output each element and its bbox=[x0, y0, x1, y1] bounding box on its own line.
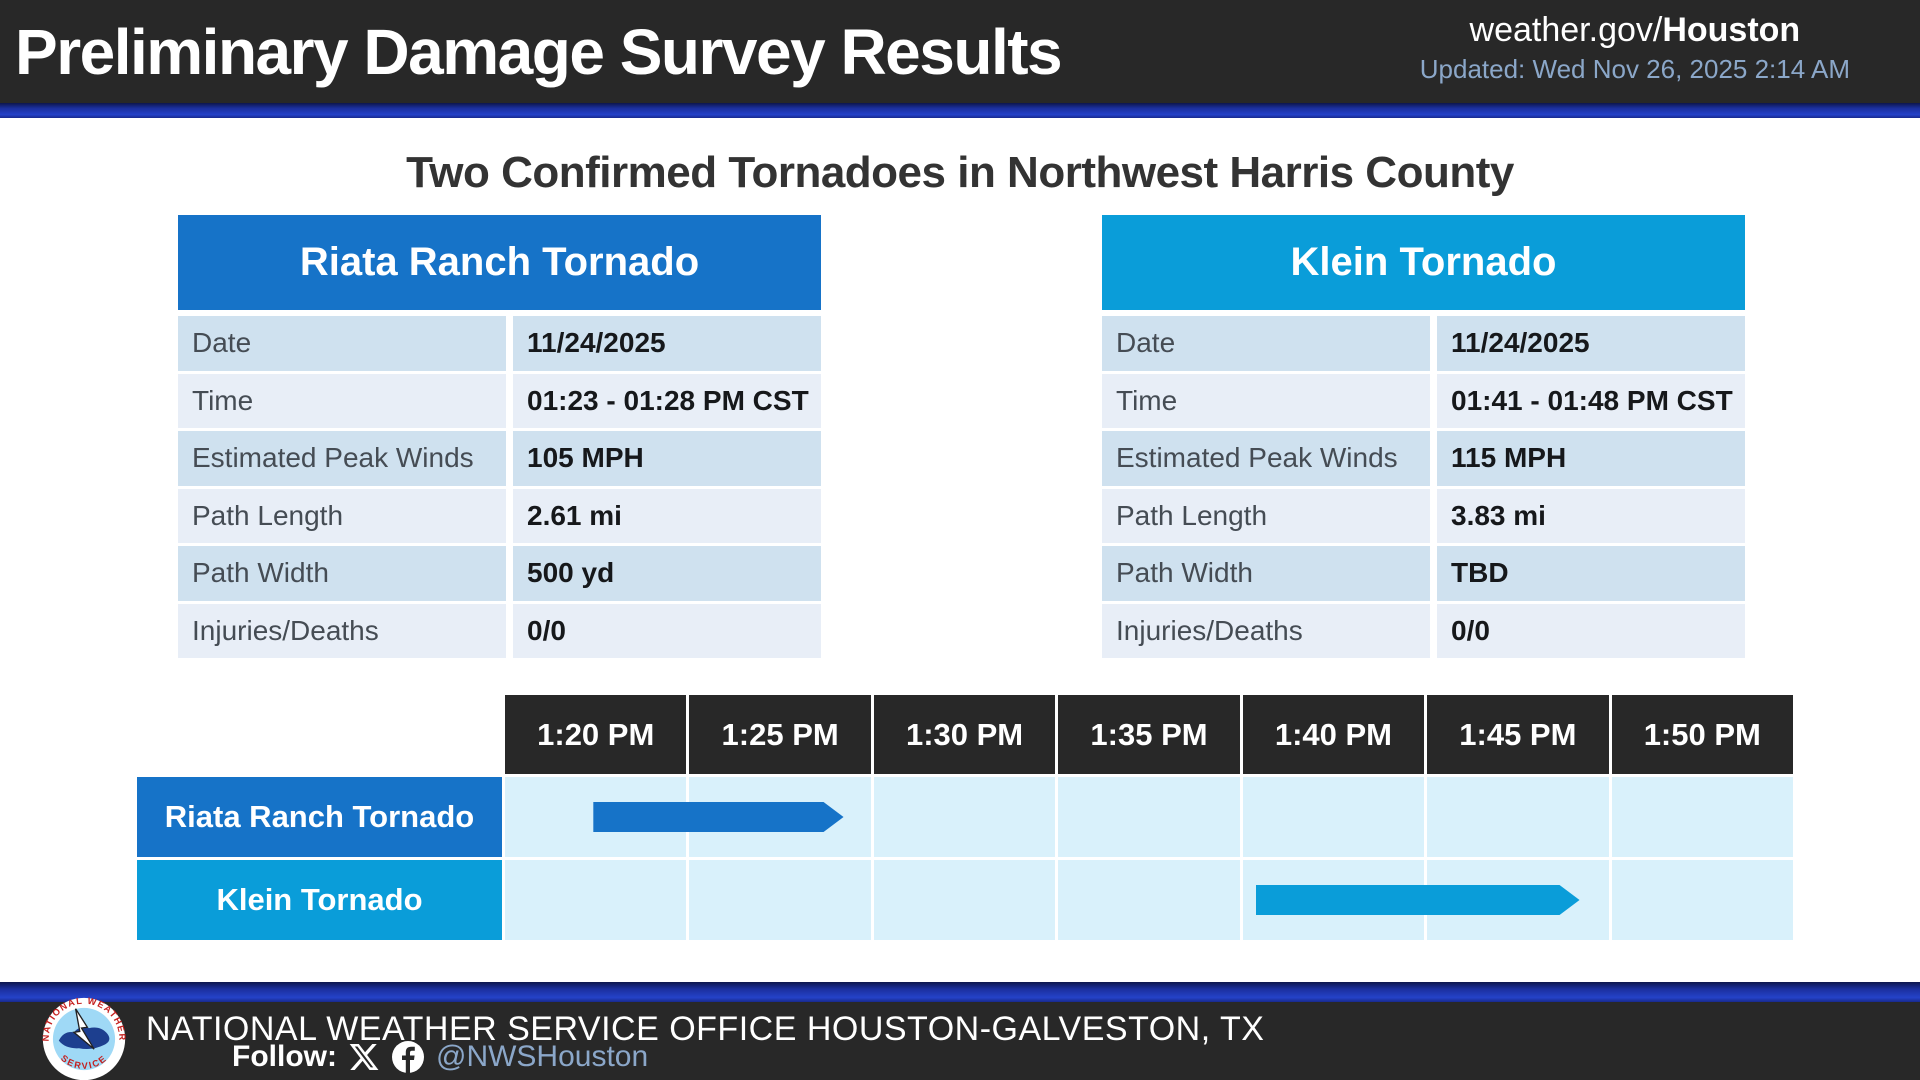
footer-bar bbox=[0, 1002, 1920, 1080]
row-label: Path Width bbox=[178, 546, 506, 601]
time-tick: 1:45 PM bbox=[1427, 695, 1609, 774]
row-label: Time bbox=[1102, 373, 1430, 428]
follow-label: Follow: bbox=[232, 1040, 337, 1073]
row-value: 11/24/2025 bbox=[513, 316, 821, 371]
footer-divider-bar bbox=[0, 982, 1920, 1002]
klein-table-title: Klein Tornado bbox=[1102, 215, 1745, 310]
time-tick: 1:30 PM bbox=[873, 695, 1056, 774]
section-heading: Two Confirmed Tornadoes in Northwest Har… bbox=[406, 148, 1514, 197]
row-label: Date bbox=[1102, 316, 1430, 371]
social-handle-link[interactable]: @NWSHouston bbox=[435, 1040, 649, 1073]
riata-table-title: Riata Ranch Tornado bbox=[178, 215, 821, 310]
x-icon[interactable] bbox=[348, 1041, 380, 1073]
row-label: Path Length bbox=[1102, 488, 1430, 543]
grid-cell bbox=[689, 860, 871, 940]
row-value: 3.83 mi bbox=[1437, 488, 1745, 543]
table-row: Injuries/Deaths 0/0 bbox=[1102, 603, 1745, 658]
timeline-row-label-riata: Riata Ranch Tornado bbox=[137, 777, 502, 857]
row-value: 0/0 bbox=[513, 603, 821, 658]
grid-cell bbox=[1611, 860, 1793, 940]
site-url-office: Houston bbox=[1662, 11, 1801, 49]
time-tick: 1:25 PM bbox=[689, 695, 871, 774]
timeline-row-riata bbox=[505, 777, 1793, 857]
table-row: Estimated Peak Winds 105 MPH bbox=[178, 431, 821, 486]
facebook-icon[interactable] bbox=[391, 1040, 425, 1074]
row-label: Estimated Peak Winds bbox=[1102, 431, 1430, 486]
row-label: Time bbox=[178, 373, 506, 428]
table-row: Estimated Peak Winds 115 MPH bbox=[1102, 431, 1745, 486]
site-url: weather.gov/Houston bbox=[1420, 8, 1850, 52]
row-value: 01:23 - 01:28 PM CST bbox=[513, 373, 821, 428]
table-row: Date 11/24/2025 bbox=[178, 316, 821, 371]
klein-table: Klein Tornado Date 11/24/2025 Time 01:41… bbox=[1102, 215, 1745, 658]
table-row: Injuries/Deaths 0/0 bbox=[178, 603, 821, 658]
row-label: Date bbox=[178, 316, 506, 371]
timeline-row-klein bbox=[505, 860, 1793, 940]
riata-table: Riata Ranch Tornado Date 11/24/2025 Time… bbox=[178, 215, 821, 658]
row-value: 500 yd bbox=[513, 546, 821, 601]
table-row: Path Width TBD bbox=[1102, 546, 1745, 601]
header-divider-bar bbox=[0, 103, 1920, 118]
time-tick: 1:35 PM bbox=[1058, 695, 1240, 774]
nws-logo-icon: NATIONAL WEATHER SERVICE bbox=[42, 997, 126, 1080]
row-label: Injuries/Deaths bbox=[1102, 603, 1430, 658]
time-tick: 1:20 PM bbox=[505, 695, 687, 774]
footer-office-name: NATIONAL WEATHER SERVICE OFFICE HOUSTON-… bbox=[146, 1010, 1265, 1048]
table-row: Time 01:41 - 01:48 PM CST bbox=[1102, 373, 1745, 428]
table-row: Path Width 500 yd bbox=[178, 546, 821, 601]
row-value: 2.61 mi bbox=[513, 488, 821, 543]
time-tick: 1:50 PM bbox=[1611, 695, 1793, 774]
table-row: Time 01:23 - 01:28 PM CST bbox=[178, 373, 821, 428]
timeline-grid bbox=[505, 777, 1793, 940]
page-title: Preliminary Damage Survey Results bbox=[15, 16, 1063, 88]
timeline-row-labels: Riata Ranch Tornado Klein Tornado bbox=[137, 777, 502, 940]
footer-follow-row: Follow: @NWSHouston bbox=[232, 1040, 648, 1074]
grid-cell bbox=[1427, 777, 1609, 857]
updated-timestamp: Updated: Wed Nov 26, 2025 2:14 AM bbox=[1419, 54, 1850, 84]
row-label: Estimated Peak Winds bbox=[178, 431, 506, 486]
row-label: Injuries/Deaths bbox=[178, 603, 506, 658]
row-value: TBD bbox=[1437, 546, 1745, 601]
timeline-row-label-klein: Klein Tornado bbox=[137, 860, 502, 940]
table-row: Path Length 3.83 mi bbox=[1102, 488, 1745, 543]
klein-duration-arrow bbox=[1256, 885, 1580, 915]
site-url-prefix: weather.gov/ bbox=[1469, 11, 1663, 49]
table-row: Path Length 2.61 mi bbox=[178, 488, 821, 543]
grid-cell bbox=[1611, 777, 1793, 857]
row-value: 115 MPH bbox=[1437, 431, 1745, 486]
site-block: weather.gov/Houston Updated: Wed Nov 26,… bbox=[1420, 8, 1850, 86]
time-tick: 1:40 PM bbox=[1242, 695, 1425, 774]
grid-cell bbox=[1058, 860, 1240, 940]
timeline-header: 1:20 PM 1:25 PM 1:30 PM 1:35 PM 1:40 PM … bbox=[505, 695, 1793, 774]
header-bar: Preliminary Damage Survey Results weathe… bbox=[0, 0, 1920, 103]
riata-table-rows: Date 11/24/2025 Time 01:23 - 01:28 PM CS… bbox=[178, 316, 821, 658]
row-label: Path Length bbox=[178, 488, 506, 543]
grid-cell bbox=[505, 860, 687, 940]
grid-cell bbox=[873, 777, 1056, 857]
grid-cell bbox=[1242, 777, 1425, 857]
row-value: 105 MPH bbox=[513, 431, 821, 486]
klein-table-rows: Date 11/24/2025 Time 01:41 - 01:48 PM CS… bbox=[1102, 316, 1745, 658]
grid-cell bbox=[1058, 777, 1240, 857]
grid-cell bbox=[873, 860, 1056, 940]
row-label: Path Width bbox=[1102, 546, 1430, 601]
row-value: 11/24/2025 bbox=[1437, 316, 1745, 371]
table-row: Date 11/24/2025 bbox=[1102, 316, 1745, 371]
riata-duration-arrow bbox=[593, 802, 843, 832]
row-value: 01:41 - 01:48 PM CST bbox=[1437, 373, 1745, 428]
row-value: 0/0 bbox=[1437, 603, 1745, 658]
